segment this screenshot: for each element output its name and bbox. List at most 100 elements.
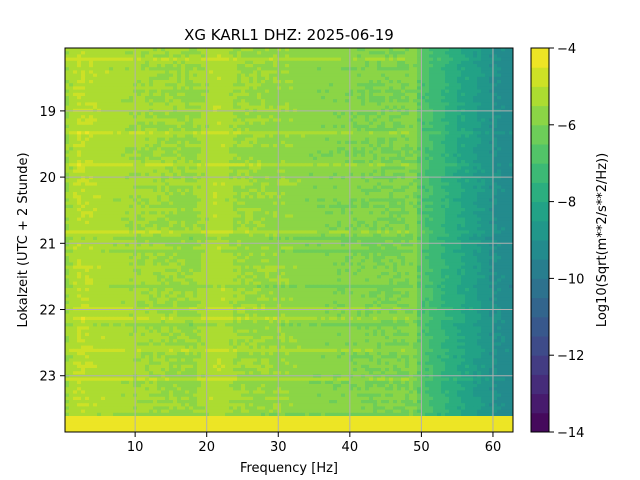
heatmap-cell — [85, 102, 90, 107]
heatmap-cell — [429, 128, 434, 132]
heatmap-cell — [93, 86, 98, 91]
heatmap-cell — [253, 99, 258, 103]
heatmap-cell — [393, 76, 398, 81]
heatmap-cell — [205, 153, 210, 158]
heatmap-cell — [137, 160, 142, 164]
heatmap-cell — [253, 57, 258, 62]
heatmap-cell — [201, 70, 206, 75]
heatmap-cell — [373, 121, 378, 126]
heatmap-cell — [233, 169, 238, 174]
heatmap-cell — [401, 51, 406, 55]
heatmap-cell — [409, 156, 414, 161]
heatmap-cell — [237, 147, 242, 151]
heatmap-cell — [185, 131, 190, 135]
heatmap-cell — [73, 134, 78, 139]
heatmap-cell — [505, 163, 510, 167]
heatmap-cell — [509, 92, 513, 97]
heatmap-cell — [89, 105, 94, 110]
heatmap-cell — [181, 80, 186, 84]
heatmap-cell — [197, 57, 202, 62]
heatmap-cell — [205, 57, 210, 62]
heatmap-cell — [465, 102, 470, 107]
heatmap-cell — [401, 102, 406, 107]
heatmap-cell — [381, 96, 386, 100]
heatmap-cell — [157, 169, 162, 174]
heatmap-cell — [213, 131, 218, 135]
heatmap-cell — [321, 144, 326, 148]
heatmap-cell — [253, 96, 258, 100]
heatmap-cell — [105, 156, 110, 161]
heatmap-cell — [437, 137, 442, 142]
heatmap-cell — [301, 60, 306, 65]
heatmap-cell — [177, 60, 182, 65]
heatmap-cell — [377, 144, 382, 148]
heatmap-cell — [389, 92, 394, 97]
heatmap-cell — [349, 105, 354, 110]
heatmap-cell — [317, 131, 322, 135]
heatmap-cell — [173, 67, 178, 71]
heatmap-cell — [269, 99, 274, 103]
heatmap-cell — [305, 96, 310, 100]
heatmap-cell — [277, 144, 282, 148]
heatmap-cell — [469, 124, 474, 129]
heatmap-cell — [285, 153, 290, 158]
heatmap-cell — [373, 57, 378, 62]
heatmap-cell — [297, 128, 302, 132]
heatmap-cell — [73, 150, 78, 155]
heatmap-cell — [485, 121, 490, 126]
heatmap-cell — [329, 115, 334, 119]
heatmap-cell — [473, 86, 478, 91]
heatmap-cell — [253, 64, 258, 68]
heatmap-cell — [185, 92, 190, 97]
heatmap-cell — [349, 153, 354, 158]
heatmap-cell — [465, 92, 470, 97]
heatmap-cell — [101, 83, 106, 87]
heatmap-cell — [245, 48, 250, 52]
heatmap-cell — [417, 140, 422, 145]
heatmap-cell — [465, 137, 470, 142]
heatmap-cell — [389, 54, 394, 59]
heatmap-cell — [453, 89, 458, 94]
heatmap-cell — [397, 112, 402, 116]
heatmap-cell — [493, 134, 498, 139]
heatmap-cell — [473, 105, 478, 110]
heatmap-cell — [109, 160, 114, 164]
heatmap-cell — [97, 51, 102, 55]
heatmap-cell — [449, 73, 454, 78]
heatmap-cell — [501, 48, 506, 52]
heatmap-cell — [249, 147, 254, 151]
heatmap-cell — [305, 147, 310, 151]
heatmap-cell — [497, 67, 502, 71]
heatmap-cell — [389, 102, 394, 107]
heatmap-cell — [221, 169, 226, 174]
heatmap-cell — [209, 105, 214, 110]
heatmap-cell — [397, 124, 402, 129]
heatmap-cell — [177, 163, 182, 167]
heatmap-cell — [197, 134, 202, 139]
heatmap-cell — [85, 60, 90, 65]
heatmap-cell — [429, 89, 434, 94]
heatmap-cell — [401, 48, 406, 52]
heatmap-cell — [225, 102, 230, 107]
heatmap-cell — [245, 73, 250, 78]
heatmap-cell — [433, 89, 438, 94]
heatmap-cell — [101, 137, 106, 142]
heatmap-cell — [477, 144, 482, 148]
heatmap-cell — [465, 140, 470, 145]
heatmap-cell — [281, 128, 286, 132]
heatmap-cell — [497, 112, 502, 116]
heatmap-cell — [237, 112, 242, 116]
heatmap-cell — [393, 144, 398, 148]
heatmap-cell — [265, 105, 270, 110]
heatmap-cell — [365, 121, 370, 126]
heatmap-cell — [349, 118, 354, 123]
heatmap-cell — [465, 144, 470, 148]
heatmap-cell — [409, 73, 414, 78]
heatmap-cell — [301, 140, 306, 145]
heatmap-cell — [389, 121, 394, 126]
heatmap-cell — [365, 64, 370, 68]
heatmap-cell — [101, 163, 106, 167]
heatmap-cell — [413, 92, 418, 97]
heatmap-cell — [357, 118, 362, 123]
heatmap-cell — [281, 153, 286, 158]
